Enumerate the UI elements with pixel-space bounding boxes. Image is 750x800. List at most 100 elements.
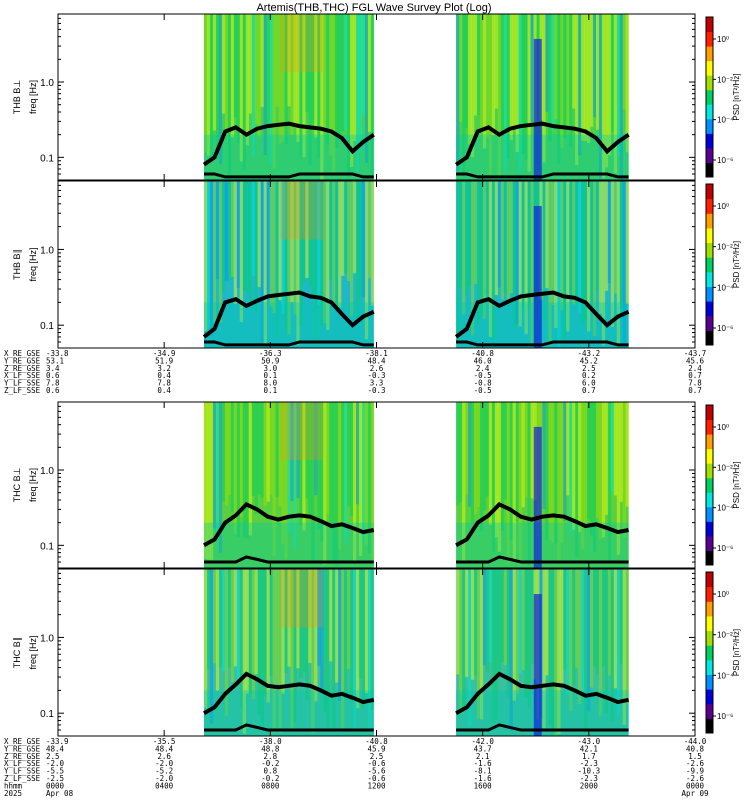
panel-thb-bl: 1.0 0.1 THB B⊥ freq [Hz] 10⁰ 10⁻² 10⁻⁴ 10⁻⁶ PSD …	[12, 13, 741, 181]
ephemeris-value: 2.1	[476, 752, 490, 761]
panel-thc-bll: 1.0 0.1 THC B∥ freq [Hz] 10⁰ 10⁻² 10⁻⁴ 10⁻⁶ PSD …	[12, 568, 741, 737]
ephemeris-value: 7.8	[688, 379, 702, 388]
ephemeris-value: 2.5	[582, 364, 596, 373]
ephemeris-value: -0.6	[367, 774, 386, 783]
ephemeris-value: -2.3	[580, 774, 598, 783]
ephemeris-value: 43.7	[474, 744, 492, 753]
ephemeris-value: 48.4	[367, 356, 386, 365]
panel-thc-bl: 1.0 0.1 THC B⊥ freq [Hz] 10⁰ 10⁻² 10⁻⁴ 10⁻⁶ PSD …	[12, 401, 741, 569]
y-tick-label: 0.1	[40, 321, 54, 332]
lower-trace	[456, 723, 629, 732]
colorbar: 10⁰ 10⁻² 10⁻⁴ 10⁻⁶ PSD [nT²/Hz]	[705, 404, 741, 566]
ephemeris-value: -2.0	[155, 774, 174, 783]
ephemeris-value: -10.3	[578, 767, 601, 776]
hhmm-value: 0000	[686, 781, 705, 790]
ephemeris-value: -36.3	[259, 349, 282, 358]
lower-trace	[204, 340, 374, 347]
hhmm-value: 2000	[580, 781, 599, 790]
ephemeris-value: 48.4	[46, 744, 65, 753]
y-tick-label: 0.1	[40, 709, 54, 720]
ephemeris-value: -0.5	[474, 386, 492, 395]
ephemeris-value: 2.5	[46, 752, 60, 761]
ephemeris-value: -8.1	[474, 767, 492, 776]
ephemeris-value: -33.8	[46, 349, 69, 358]
ephemeris-value: 2.8	[264, 752, 278, 761]
ephemeris-value: 6.0	[582, 379, 596, 388]
ephemeris-value: 48.4	[155, 744, 174, 753]
colorbar-label: PSD [nT²/Hz]	[732, 629, 741, 676]
figure-title: Artemis(THB,THC) FGL Wave Survey Plot (L…	[256, 2, 491, 14]
ephemeris-value: -33.9	[46, 737, 69, 746]
upper-trace	[454, 290, 630, 339]
ephemeris-value: 3.3	[370, 379, 384, 388]
upper-trace	[202, 290, 375, 339]
spectrogram-block	[202, 181, 375, 348]
ephemeris-value: -2.6	[686, 774, 705, 783]
ephemeris-value: -0.5	[474, 371, 492, 380]
ephemeris-row-label: Z_RE_GSE	[4, 364, 41, 373]
ephemeris-value: 0.4	[157, 371, 171, 380]
ephemeris-value: -2.5	[46, 774, 64, 783]
ephemeris-value: -0.6	[367, 759, 386, 768]
ephemeris-value: 45.6	[686, 356, 705, 365]
ephemeris-value: 7.8	[46, 379, 60, 388]
y-axis-label: freq [Hz]	[28, 247, 38, 281]
ephemeris-row-label: Y_LF_SSE	[4, 767, 41, 776]
spectrogram-block	[455, 402, 629, 568]
colorbar-tick-label: 10⁻⁶	[717, 544, 733, 553]
upper-trace	[455, 501, 629, 548]
ephemeris-value: -0.8	[474, 379, 493, 388]
colorbar-tick-label: 10⁻⁴	[717, 283, 734, 292]
ephemeris-value: 3.0	[264, 364, 278, 373]
ephemeris-value: 0.1	[264, 371, 278, 380]
lower-trace	[204, 723, 374, 732]
ephemeris-row-label: Y_LF_SSE	[4, 379, 41, 388]
hhmm-value: 1600	[474, 781, 493, 790]
ephemeris-value: -5.6	[367, 767, 386, 776]
ephemeris-row-label: X_RE_GSE	[4, 349, 41, 358]
ephemeris-row-label: Z_RE_GSE	[4, 752, 41, 761]
spectrogram-panels: 1.0 0.1 THB B⊥ freq [Hz] 10⁰ 10⁻² 10⁻⁴ 10⁻⁶ PSD …	[12, 13, 741, 737]
colorbar-tick-label: 10⁻²	[717, 463, 733, 472]
colorbar-tick-label: 10⁻⁶	[717, 156, 733, 165]
panel-label: THB B⊥	[12, 80, 22, 115]
ephemeris-value: -5.5	[46, 767, 64, 776]
colorbar-tick-label: 10⁻⁴	[717, 671, 734, 680]
ephemeris-value: 53.1	[46, 356, 64, 365]
upper-trace	[203, 501, 375, 548]
ephemeris-value: -2.0	[155, 759, 174, 768]
ephemeris-value: 48.8	[261, 744, 280, 753]
panel-thb-bll: 1.0 0.1 THB B∥ freq [Hz] 10⁰ 10⁻² 10⁻⁴ 10⁻⁶ PSD …	[12, 180, 741, 349]
ephemeris-value: 0.7	[582, 386, 596, 395]
y-tick-label: 0.1	[40, 541, 54, 552]
ephemeris-value: -43.2	[578, 349, 601, 358]
hhmm-value: 0400	[155, 781, 174, 790]
thc-ephemeris-table: X_RE_GSE -33.9 -35.5 -38.0 -40.8 -42.0 -43.0 -4…	[4, 737, 709, 798]
ephemeris-row-label: X_RE_GSE	[4, 737, 41, 746]
ephemeris-value: -2.0	[46, 759, 65, 768]
ephemeris-value: -0.2	[261, 774, 279, 783]
spectrogram-block	[454, 181, 630, 348]
colorbar: 10⁰ 10⁻² 10⁻⁴ 10⁻⁶ PSD [nT²/Hz]	[705, 183, 741, 346]
hhmm-value: 1200	[367, 781, 386, 790]
ephemeris-value: 2.4	[476, 364, 490, 373]
y-tick-label: 0.1	[40, 153, 54, 164]
colorbar-tick-label: 10⁻²	[717, 631, 733, 640]
y-tick-label: 1.0	[40, 245, 54, 256]
ephemeris-value: 2.6	[370, 364, 384, 373]
y-axis-label: freq [Hz]	[28, 635, 38, 669]
lower-trace	[204, 555, 374, 564]
ephemeris-value: -40.8	[471, 349, 494, 358]
ephemeris-row-label: Y_RE_GSE	[4, 356, 41, 365]
ephemeris-value: 50.9	[261, 356, 279, 365]
panel-label: THB B∥	[12, 249, 22, 280]
ephemeris-value: -43.7	[684, 349, 707, 358]
ephemeris-value: 0.6	[46, 386, 60, 395]
spectrogram-block	[202, 14, 375, 180]
lower-trace	[204, 172, 374, 179]
ephemeris-value: 0.2	[582, 371, 596, 380]
ephemeris-value: -0.2	[261, 759, 279, 768]
date-start: Apr 08	[46, 789, 74, 798]
ephemeris-value: -35.5	[153, 737, 176, 746]
